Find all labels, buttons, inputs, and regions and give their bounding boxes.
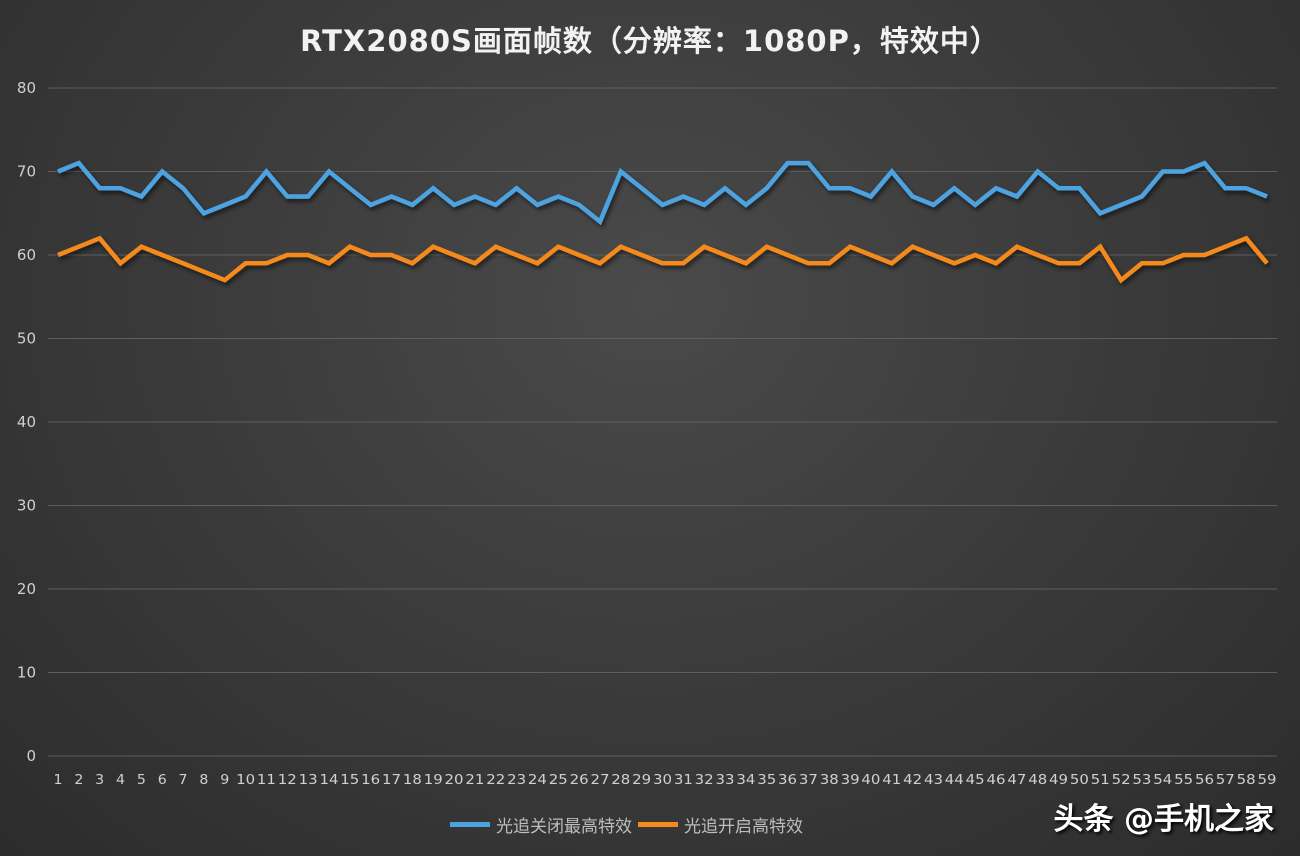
x-tick-label: 35 [757,772,776,788]
legend-item-rt-on: 光追开启高特效 [638,812,803,837]
legend-swatch-orange [638,822,678,827]
x-tick-label: 29 [632,772,651,788]
legend-swatch-blue [450,822,490,827]
x-tick-label: 34 [736,772,755,788]
x-tick-label: 13 [299,772,318,788]
legend-item-rt-off: 光追关闭最高特效 [450,812,632,837]
x-tick-label: 41 [882,772,901,788]
x-tick-label: 3 [95,772,104,788]
x-tick-label: 8 [199,772,208,788]
x-tick-label: 33 [716,772,735,788]
x-tick-label: 15 [340,772,359,788]
x-tick-label: 56 [1195,772,1214,788]
x-tick-label: 36 [778,772,797,788]
x-tick-label: 30 [653,772,672,788]
y-tick-label: 0 [26,747,36,765]
x-tick-label: 39 [841,772,860,788]
x-tick-label: 7 [179,772,188,788]
watermark: 头条 @手机之家 [1053,802,1274,837]
legend-label: 光追开启高特效 [684,817,803,837]
y-tick-label: 40 [17,413,36,431]
x-tick-label: 26 [570,772,589,788]
x-tick-label: 19 [424,772,443,788]
x-tick-label: 58 [1237,772,1256,788]
y-tick-label: 70 [17,163,36,181]
x-tick-label: 9 [220,772,229,788]
x-tick-label: 47 [1007,772,1026,788]
x-tick-label: 37 [799,772,818,788]
series-line-rt-on [57,235,1269,284]
x-tick-label: 21 [465,772,484,788]
x-tick-label: 2 [74,772,83,788]
x-tick-label: 40 [861,772,880,788]
x-tick-label: 16 [361,772,380,788]
x-tick-label: 28 [611,772,630,788]
x-tick-label: 55 [1174,772,1193,788]
legend: 光追关闭最高特效 光追开启高特效 [450,812,809,837]
x-tick-label: 46 [987,772,1006,788]
x-tick-label: 38 [820,772,839,788]
x-tick-label: 45 [966,772,985,788]
x-tick-label: 53 [1132,772,1151,788]
x-tick-label: 43 [924,772,943,788]
x-tick-label: 20 [445,772,464,788]
x-tick-label: 12 [278,772,297,788]
x-tick-label: 50 [1070,772,1089,788]
x-tick-label: 25 [549,772,568,788]
x-tick-label: 6 [158,772,167,788]
x-tick-label: 17 [382,772,401,788]
x-tick-label: 49 [1049,772,1068,788]
x-tick-label: 23 [507,772,526,788]
x-tick-label: 42 [903,772,922,788]
chart-title: RTX2080S画面帧数（分辨率：1080P，特效中） [300,24,1000,58]
legend-label: 光追关闭最高特效 [496,817,632,837]
y-tick-label: 50 [17,330,36,348]
x-tick-label: 44 [945,772,964,788]
x-tick-label: 14 [319,772,338,788]
x-tick-label: 11 [257,772,276,788]
y-tick-label: 60 [17,246,36,264]
x-tick-label: 59 [1258,772,1277,788]
x-tick-label: 27 [590,772,609,788]
x-tick-label: 1 [54,772,63,788]
y-tick-label: 10 [17,664,36,682]
x-tick-label: 5 [137,772,146,788]
series-line-rt-off [57,160,1268,226]
x-tick-label: 52 [1112,772,1131,788]
x-tick-label: 48 [1028,772,1047,788]
x-tick-label: 4 [116,772,125,788]
y-tick-label: 20 [17,580,36,598]
y-tick-label: 80 [17,79,36,97]
x-tick-label: 32 [695,772,714,788]
x-tick-label: 10 [236,772,255,788]
x-tick-label: 31 [674,772,693,788]
x-tick-label: 22 [486,772,505,788]
x-tick-label: 18 [403,772,422,788]
x-tick-label: 54 [1153,772,1172,788]
y-tick-label: 30 [17,497,36,515]
x-tick-label: 24 [528,772,547,788]
x-tick-label: 57 [1216,772,1235,788]
x-tick-label: 51 [1091,772,1110,788]
